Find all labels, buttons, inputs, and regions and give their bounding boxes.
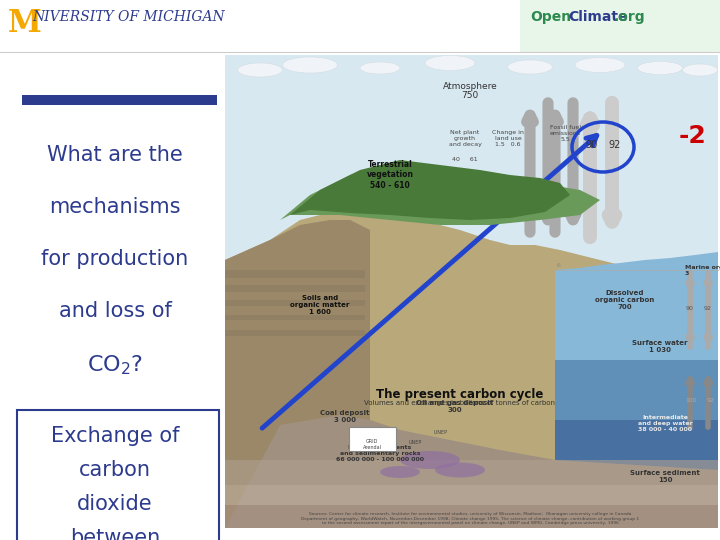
Bar <box>225 270 365 278</box>
Text: Surface water
1 030: Surface water 1 030 <box>632 340 688 353</box>
Bar <box>22 95 217 105</box>
Bar <box>225 55 718 528</box>
Polygon shape <box>270 165 600 225</box>
Ellipse shape <box>683 64 718 76</box>
Text: The present carbon cycle: The present carbon cycle <box>377 388 544 401</box>
Polygon shape <box>290 160 570 220</box>
Text: ENVIRONMENT                              UNEP: ENVIRONMENT UNEP <box>353 430 448 435</box>
Text: between: between <box>70 528 160 540</box>
Text: Marine sediments
and sedimentary rocks
66 000 000 - 100 000 000: Marine sediments and sedimentary rocks 6… <box>336 445 424 462</box>
Bar <box>225 330 365 336</box>
Bar <box>225 505 718 528</box>
Bar <box>520 0 720 52</box>
Text: Marine organisms
3: Marine organisms 3 <box>685 265 720 276</box>
FancyBboxPatch shape <box>349 427 396 451</box>
Text: 100: 100 <box>685 397 697 402</box>
Polygon shape <box>555 420 718 528</box>
Text: UNEP: UNEP <box>408 440 422 445</box>
Text: dioxide: dioxide <box>77 494 153 514</box>
Text: CO$_2$?: CO$_2$? <box>87 353 143 376</box>
Ellipse shape <box>508 60 552 74</box>
Polygon shape <box>225 220 370 528</box>
Text: Change in
land use
1.5   0.6: Change in land use 1.5 0.6 <box>492 130 524 146</box>
Ellipse shape <box>360 62 400 74</box>
Text: Net plant
growth
and decay: Net plant growth and decay <box>449 130 482 146</box>
Bar <box>225 300 365 306</box>
Text: Surface sediment
150: Surface sediment 150 <box>630 470 700 483</box>
Text: Atmosphere: Atmosphere <box>443 82 498 91</box>
Text: Coal deposit
3 000: Coal deposit 3 000 <box>320 410 370 423</box>
Text: Dissolved
organic carbon
700: Dissolved organic carbon 700 <box>595 290 654 310</box>
Polygon shape <box>555 360 718 528</box>
Text: .org: .org <box>614 10 646 24</box>
Text: Exchange of: Exchange of <box>50 426 179 446</box>
Ellipse shape <box>400 451 460 469</box>
FancyBboxPatch shape <box>17 410 219 540</box>
Text: 750: 750 <box>462 91 479 100</box>
Text: 6: 6 <box>557 263 561 268</box>
Text: GRID
Arendal: GRID Arendal <box>362 439 382 450</box>
Text: 90: 90 <box>686 306 694 310</box>
Bar <box>225 285 365 292</box>
Text: -2: -2 <box>678 124 706 148</box>
Polygon shape <box>555 252 718 528</box>
Polygon shape <box>225 210 620 528</box>
Ellipse shape <box>425 56 475 71</box>
Bar <box>225 460 718 485</box>
Text: 90: 90 <box>585 140 597 150</box>
Bar <box>225 485 718 505</box>
Text: Oil and gas deposit
300: Oil and gas deposit 300 <box>416 400 494 413</box>
Ellipse shape <box>282 57 338 73</box>
Ellipse shape <box>380 466 420 478</box>
Text: Sources: Center for climate research, Institute for environmental studies, unive: Sources: Center for climate research, In… <box>301 512 639 525</box>
Text: What are the: What are the <box>47 145 183 165</box>
Text: carbon: carbon <box>79 460 151 480</box>
Text: mechanisms: mechanisms <box>49 197 181 217</box>
Text: Climate: Climate <box>568 10 628 24</box>
Bar <box>225 315 365 320</box>
Text: for production: for production <box>41 249 189 269</box>
Ellipse shape <box>575 57 625 72</box>
Text: 92: 92 <box>704 306 712 310</box>
Text: Soils and
organic matter
1 600: Soils and organic matter 1 600 <box>290 295 350 315</box>
Text: M: M <box>8 8 42 39</box>
Text: Volumes and exchanges in billions of tonnes of carbon: Volumes and exchanges in billions of ton… <box>364 400 556 406</box>
Text: Open: Open <box>530 10 571 24</box>
Text: 40     61: 40 61 <box>452 157 478 162</box>
Text: Terrestrial
vegetation
540 - 610: Terrestrial vegetation 540 - 610 <box>366 160 413 190</box>
Ellipse shape <box>238 63 282 77</box>
Text: Fossil fuel
emissions
5.5: Fossil fuel emissions 5.5 <box>549 125 580 141</box>
Text: NIVERSITY OF MICHIGAN: NIVERSITY OF MICHIGAN <box>32 10 225 24</box>
FancyBboxPatch shape <box>671 122 713 156</box>
Polygon shape <box>225 415 718 528</box>
Text: and loss of: and loss of <box>58 301 171 321</box>
Text: 92: 92 <box>609 140 621 150</box>
Text: Intermediate
and deep water
38 000 - 40 000: Intermediate and deep water 38 000 - 40 … <box>638 415 693 431</box>
Text: 92: 92 <box>707 397 715 402</box>
Ellipse shape <box>637 62 683 75</box>
Ellipse shape <box>435 462 485 477</box>
